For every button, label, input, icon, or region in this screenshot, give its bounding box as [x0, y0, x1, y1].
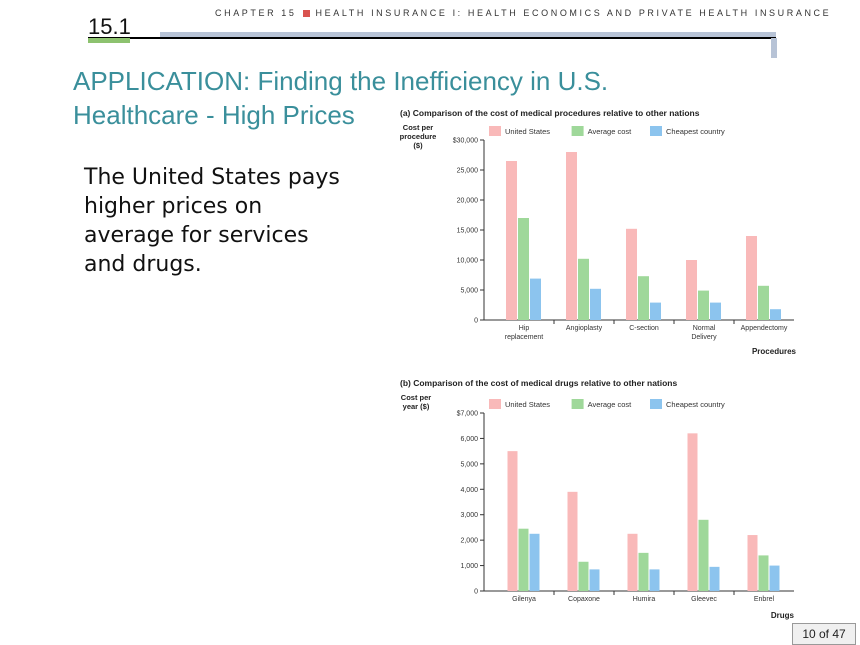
bar [590, 288, 601, 320]
legend-swatch [571, 399, 584, 409]
bar [650, 302, 661, 320]
x-tick-label: Enbrel [754, 596, 775, 603]
x-tick-label: Copaxone [568, 596, 600, 603]
body-text: The United States pays higher prices on … [84, 165, 340, 277]
legend-swatch [571, 126, 584, 136]
legend-swatch [489, 126, 501, 136]
bar [687, 433, 698, 591]
chapter-square-icon [302, 10, 310, 18]
x-tick-label: Gleevec [691, 596, 717, 603]
bar [626, 228, 637, 320]
bar [507, 451, 518, 591]
bar [686, 260, 697, 320]
bar [518, 528, 529, 591]
y-tick-label: 5,000 [460, 288, 478, 295]
chart-title: (b) Comparison of the cost of medical dr… [400, 378, 677, 388]
x-axis-label: Drugs [771, 611, 795, 620]
bar [769, 565, 780, 591]
bar [567, 491, 578, 591]
bar [649, 569, 660, 591]
bar [566, 152, 577, 320]
y-axis-label: year ($) [403, 402, 430, 411]
bar [770, 309, 781, 320]
legend-swatch [489, 399, 501, 409]
y-tick-label: 20,000 [457, 198, 479, 205]
x-axis-label: Procedures [752, 347, 797, 356]
header-rule-shadow [160, 32, 776, 39]
x-tick-label: C-section [629, 325, 659, 332]
legend-label: Average cost [588, 127, 633, 136]
x-tick-label: Normal [693, 325, 716, 332]
slide-title: APPLICATION: Finding the Inefficiency in… [73, 64, 733, 132]
y-tick-label: 5,000 [460, 461, 478, 468]
x-tick-label: Angioplasty [566, 325, 603, 332]
slide-title-line1: APPLICATION: Finding the Inefficiency in… [73, 66, 609, 96]
bar [758, 285, 769, 320]
y-tick-label: 3,000 [460, 512, 478, 519]
chart-drugs: (b) Comparison of the cost of medical dr… [400, 378, 795, 620]
legend-label: Cheapest country [666, 127, 725, 136]
y-tick-label: $7,000 [457, 411, 479, 418]
y-tick-label: 15,000 [457, 228, 479, 235]
bar [758, 555, 769, 591]
x-tick-label: Humira [633, 596, 656, 603]
chart-procedures: (a) Comparison of the cost of medical pr… [400, 108, 797, 356]
bar [747, 535, 758, 591]
bar [627, 533, 638, 591]
y-tick-label: 0 [474, 318, 478, 325]
x-tick-label: replacement [505, 334, 544, 341]
chapter-header: CHAPTER 15 HEALTH INSURANCE I: HEALTH ECO… [215, 8, 831, 18]
x-tick-label: Gilenya [512, 596, 536, 603]
chapter-title: HEALTH INSURANCE I: HEALTH ECONOMICS AND… [315, 8, 832, 18]
bar [710, 302, 721, 320]
bar [518, 218, 529, 320]
section-number: 15.1 [88, 14, 131, 39]
header-rule-end [771, 38, 777, 58]
legend-label: United States [505, 127, 550, 136]
bar [746, 236, 757, 320]
section-accent-bar [88, 38, 130, 43]
bar [578, 561, 589, 591]
bar [578, 258, 589, 320]
bar [698, 290, 709, 320]
y-axis-label: procedure [400, 132, 437, 141]
bar [589, 569, 600, 591]
y-tick-label: 2,000 [460, 538, 478, 545]
x-tick-label: Appendectomy [741, 325, 788, 332]
y-axis-label: Cost per [403, 123, 434, 132]
legend-swatch [650, 399, 662, 409]
slide-title-line2: Healthcare - High Prices [73, 100, 355, 130]
y-tick-label: 10,000 [457, 258, 479, 265]
x-tick-label: Delivery [691, 334, 717, 341]
legend-label: Average cost [588, 400, 633, 409]
y-tick-label: 1,000 [460, 563, 478, 570]
bar [506, 161, 517, 320]
y-axis-label: Cost per [401, 393, 432, 402]
x-tick-label: Hip [519, 325, 530, 332]
y-tick-label: $30,000 [453, 138, 478, 145]
header-rule [88, 37, 776, 39]
chart-title: (a) Comparison of the cost of medical pr… [400, 108, 700, 118]
y-tick-label: 0 [474, 589, 478, 596]
y-tick-label: 6,000 [460, 436, 478, 443]
legend-label: Cheapest country [666, 400, 725, 409]
bar [530, 278, 541, 320]
bar [529, 533, 540, 591]
chapter-label: CHAPTER 15 [215, 8, 297, 18]
page-number: 10 of 47 [792, 623, 856, 645]
bar [638, 552, 649, 591]
bar [698, 519, 709, 591]
legend-swatch [650, 126, 662, 136]
legend-label: United States [505, 400, 550, 409]
bar [638, 276, 649, 320]
bar [709, 566, 720, 591]
y-axis-label: ($) [413, 141, 423, 150]
y-tick-label: 4,000 [460, 487, 478, 494]
y-tick-label: 25,000 [457, 168, 479, 175]
